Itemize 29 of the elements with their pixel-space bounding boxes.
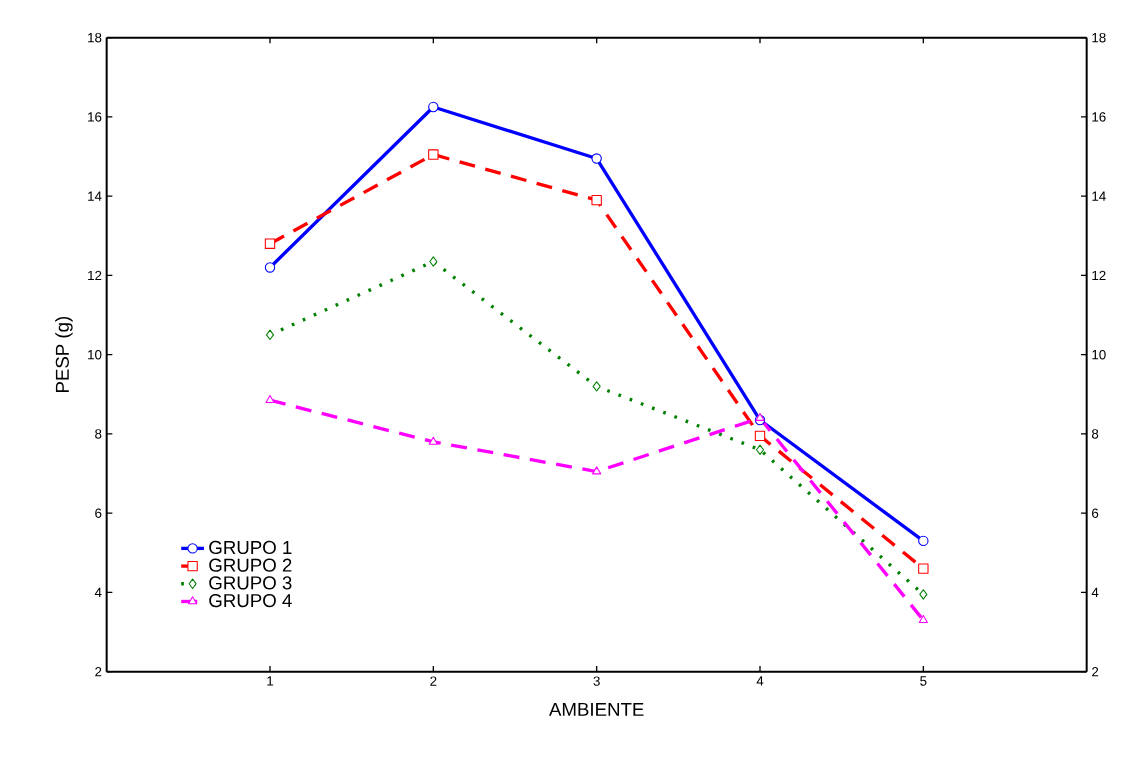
legend-label: GRUPO 2: [209, 558, 292, 572]
x-tick-label: 1: [267, 676, 274, 686]
x-tick-label: 5: [920, 676, 927, 686]
y2-tick-label: 12: [1092, 270, 1106, 281]
y-tick-label: 4: [94, 587, 102, 597]
y2-tick-label: 2: [1092, 667, 1099, 677]
y-tick-label: 14: [88, 191, 102, 201]
y-tick-label: 16: [88, 112, 102, 122]
y2-tick-label: 6: [1092, 508, 1099, 518]
x-tick-label: 2: [430, 676, 437, 686]
y2-tick-label: 4: [1091, 587, 1099, 597]
y-tick-label: 18: [88, 32, 102, 43]
x-tick-label: 4: [756, 676, 764, 686]
legend-label: GRUPO 4: [209, 593, 292, 608]
y-tick-label: 2: [95, 667, 102, 677]
x-axis-title: AMBIENTE: [549, 702, 644, 716]
y2-tick-label: 16: [1092, 112, 1106, 122]
legend-label: GRUPO 3: [209, 576, 292, 590]
y2-tick-label: 10: [1092, 349, 1106, 360]
y-tick-label: 12: [88, 270, 102, 281]
y-tick-label: 10: [88, 349, 102, 360]
x-tick-label: 3: [593, 676, 600, 686]
y2-tick-label: 18: [1092, 32, 1106, 43]
y2-tick-label: 8: [1091, 429, 1099, 439]
legend-label: GRUPO 1: [209, 540, 292, 555]
y2-tick-label: 14: [1092, 191, 1106, 201]
y-tick-label: 8: [95, 429, 102, 439]
y-axis-title: PESP (g): [55, 316, 73, 393]
y-tick-label: 6: [95, 508, 102, 518]
